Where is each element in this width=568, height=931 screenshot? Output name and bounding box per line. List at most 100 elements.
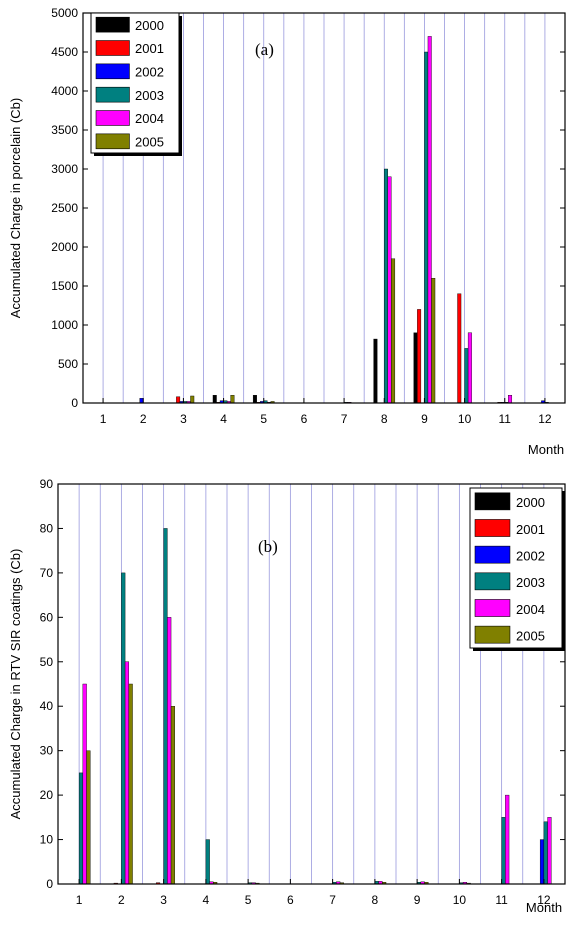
- x-tick-label: 1: [76, 893, 83, 907]
- bar-2004-m2: [124, 661, 130, 885]
- bar-2001-m3: [176, 396, 181, 404]
- y-axis-label: Accumulated Charge in porcelain (Cb): [8, 98, 23, 318]
- x-tick-label: 10: [458, 412, 472, 426]
- x-tick-label: 8: [381, 412, 388, 426]
- legend-label-2001: 2001: [135, 41, 164, 56]
- legend-label-2001: 2001: [516, 522, 545, 537]
- bar-2004-m11: [505, 794, 510, 885]
- y-axis-label: Accumulated Charge in RTV SIR coatings (…: [8, 549, 23, 820]
- legend-swatch-2003: [474, 572, 511, 591]
- bar-2004-m10: [467, 332, 472, 404]
- x-tick-label: 4: [220, 412, 227, 426]
- bar-2001-m10: [457, 293, 462, 404]
- x-axis-label: Month: [528, 442, 564, 457]
- x-tick-label: 12: [538, 412, 552, 426]
- x-tick-label: 2: [140, 412, 147, 426]
- bar-2004-m9: [427, 36, 432, 404]
- legend-label-2004: 2004: [516, 602, 545, 617]
- bar-2004-m12: [547, 817, 552, 885]
- y-tick-label: 2500: [51, 201, 78, 215]
- bar-2003-m3: [163, 528, 168, 885]
- x-tick-label: 1: [100, 412, 107, 426]
- y-tick-label: 1000: [51, 318, 78, 332]
- y-tick-label: 1500: [51, 279, 78, 293]
- legend-swatch-2004: [474, 599, 511, 617]
- legend: 2000 2001 2002 2003 2004 2005: [90, 12, 182, 156]
- x-tick-label: 3: [180, 412, 187, 426]
- y-tick-label: 20: [40, 788, 54, 802]
- legend-label-2003: 2003: [135, 88, 164, 103]
- x-tick-label: 9: [414, 893, 421, 907]
- legend-box: [469, 487, 563, 649]
- y-tick-label: 3000: [51, 162, 78, 176]
- bar-2000-m5: [252, 395, 257, 404]
- bar-2003-m11: [501, 817, 506, 885]
- x-tick-label: 6: [287, 893, 294, 907]
- y-tick-label: 2000: [51, 240, 78, 254]
- y-tick-label: 500: [58, 357, 78, 371]
- bar-2000-m9: [413, 332, 418, 404]
- x-tick-label: 11: [499, 412, 512, 426]
- chart-panel-a: 0 500 1000 1500 2000 2500 3000 3500 4000 4500 5000…: [8, 6, 566, 457]
- y-tick-label: 4500: [51, 45, 78, 59]
- bar-2004-m1: [82, 683, 87, 885]
- y-tick-label: 60: [40, 610, 54, 624]
- bar-2005-m3: [190, 395, 195, 404]
- legend-swatch-2000: [474, 492, 511, 511]
- x-tick-label: 12: [537, 893, 551, 907]
- legend-swatch-2003: [95, 86, 130, 103]
- x-tick-label: 5: [260, 412, 267, 426]
- bar-2002-m2: [139, 398, 144, 404]
- bar-2002-m12: [539, 839, 545, 885]
- x-tick-label: 4: [203, 893, 210, 907]
- bar-2003-m4: [205, 839, 210, 885]
- bar-2003-m12: [543, 821, 548, 885]
- bar-2005-m2: [128, 683, 133, 885]
- legend-label-2005: 2005: [135, 134, 164, 149]
- bar-2004-m8: [387, 176, 392, 404]
- legend-swatch-2002: [95, 63, 130, 80]
- y-tick-label: 80: [40, 521, 54, 535]
- y-tick-label: 40: [40, 699, 54, 713]
- legend: 2000 2001 2002 2003 2004 2005: [469, 487, 565, 651]
- legend-swatch-2005: [474, 625, 511, 644]
- bar-2003-m8: [384, 168, 388, 404]
- panel-label: (a): [255, 40, 274, 59]
- legend-swatch-2001: [95, 40, 130, 56]
- y-tick-label: 50: [40, 655, 54, 669]
- x-tick-label: 6: [301, 412, 308, 426]
- y-tick-label: 4000: [51, 84, 78, 98]
- legend-swatch-2004: [95, 110, 130, 126]
- legend-swatch-2005: [95, 133, 130, 150]
- y-tick-label: 90: [40, 477, 54, 491]
- y-tick-label: 0: [46, 877, 53, 891]
- legend-box: [90, 12, 180, 154]
- x-tick-label: 10: [453, 893, 467, 907]
- x-tick-label: 3: [160, 893, 167, 907]
- x-tick-label: 2: [118, 893, 125, 907]
- legend-label-2000: 2000: [135, 18, 164, 33]
- bar-2003-m1: [78, 772, 84, 885]
- bar-2004-m11: [508, 395, 513, 404]
- y-tick-label: 70: [40, 566, 54, 580]
- x-tick-label: 11: [495, 893, 508, 907]
- bar-2005-m1: [86, 750, 91, 885]
- y-tick-label: 10: [40, 833, 54, 847]
- legend-swatch-2002: [474, 545, 511, 564]
- bar-2001-m9: [417, 309, 422, 404]
- legend-label-2000: 2000: [516, 495, 545, 510]
- legend-label-2004: 2004: [135, 111, 164, 126]
- bar-2003-m2: [121, 572, 126, 885]
- legend-label-2003: 2003: [516, 575, 545, 590]
- x-axis-label: Month: [526, 900, 562, 915]
- bar-2005-m4: [230, 395, 235, 404]
- bar-2005-m8: [391, 258, 396, 404]
- legend-swatch-2001: [474, 519, 511, 537]
- x-tick-label: 7: [341, 412, 348, 426]
- bar-2005-m3: [170, 706, 175, 885]
- y-tick-label: 30: [40, 744, 54, 758]
- legend-label-2002: 2002: [516, 549, 545, 564]
- legend-label-2005: 2005: [516, 629, 545, 644]
